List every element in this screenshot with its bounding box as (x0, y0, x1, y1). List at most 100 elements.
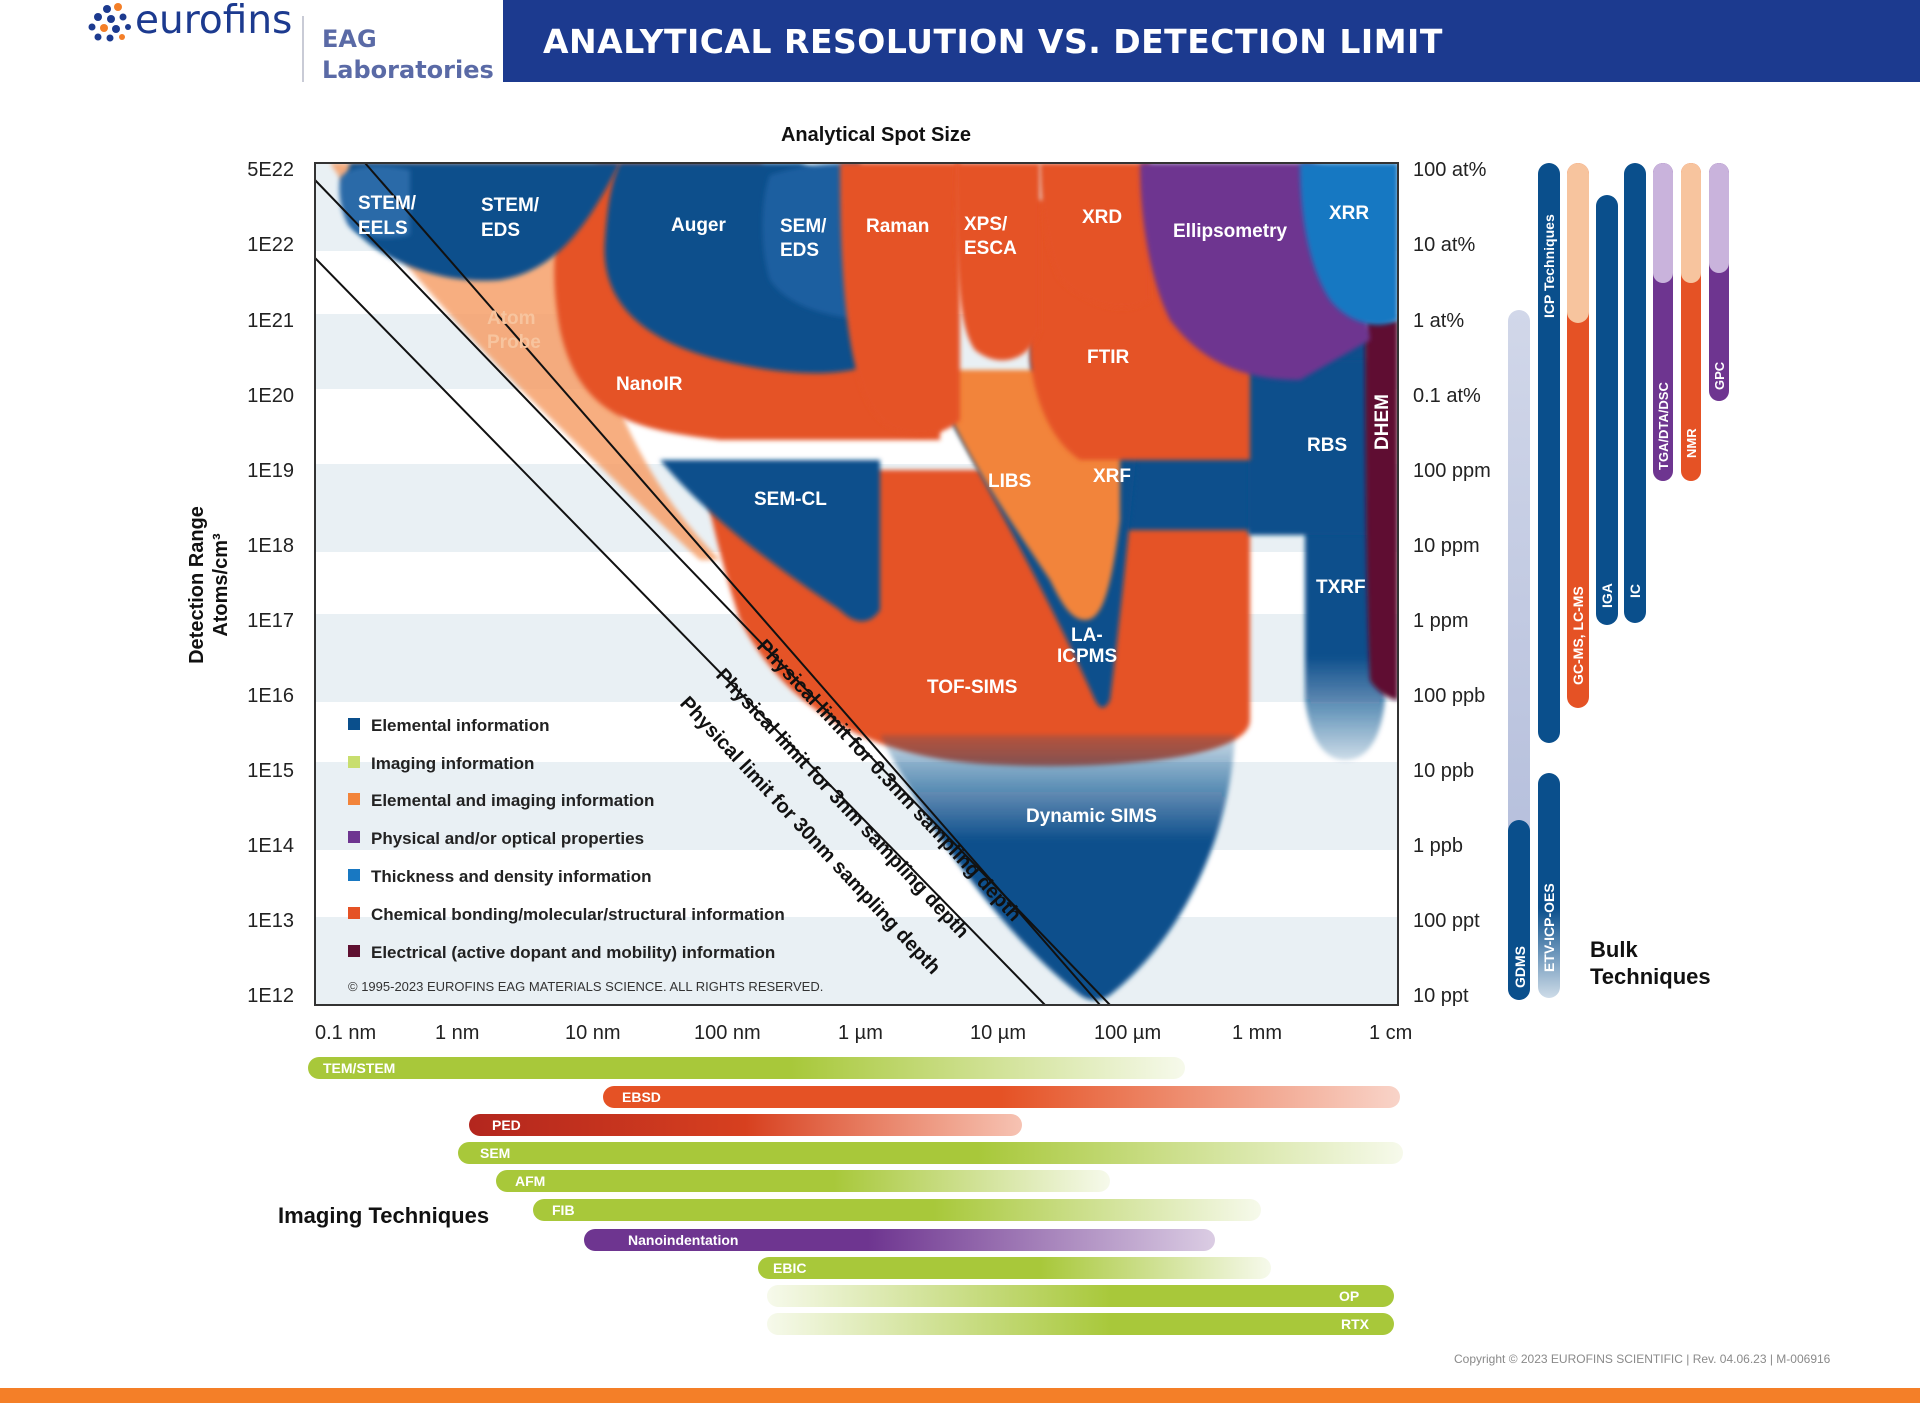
region-rbs (1248, 360, 1370, 535)
imaging-bar-afm (496, 1170, 1110, 1192)
bottom-strip (0, 1388, 1920, 1403)
label-auger: Auger (671, 215, 727, 236)
region-stem-eels (339, 166, 410, 238)
bulk-techniques: GDMS ICP Techniques ETV-ICP-OES GC-MS, L… (1508, 163, 1729, 1000)
chart-copyright: © 1995-2023 EUROFINS EAG MATERIALS SCIEN… (348, 979, 823, 994)
label-libs: LIBS (988, 471, 1031, 492)
imaging-bar-ped (469, 1114, 1022, 1136)
legend-item-elemental: Elemental information (371, 716, 550, 735)
y-ticks-right: 100 at% 10 at% 1 at% 0.1 at% 100 ppm 10 … (1413, 159, 1491, 1007)
bulk-title-1: Bulk (1590, 937, 1638, 962)
imaging-bar-sem (458, 1142, 1403, 1164)
bulk-bar-etv (1538, 773, 1560, 998)
label-xrr: XRR (1329, 203, 1369, 224)
bulk-bar-gcms-fade (1567, 163, 1589, 323)
y-ticks-left: 5E22 1E22 1E21 1E20 1E19 1E18 1E17 1E16 … (247, 159, 294, 1007)
label-atom-probe-2: Probe (487, 332, 541, 353)
bulk-bar-gdms-strong (1508, 820, 1530, 1000)
limit-line-0-3nm (315, 179, 1111, 1005)
logo-text: eurofins (135, 0, 293, 43)
x-tick-4: 100 nm (694, 1022, 761, 1044)
bulk-label-ic: IC (1627, 584, 1643, 598)
bulk-label-gpc: GPC (1712, 361, 1727, 390)
y-tick-left-9: 1E15 (247, 760, 294, 782)
label-sem-cl: SEM-CL (754, 489, 827, 510)
bulk-label-nmr: NMR (1684, 428, 1699, 458)
limit-line-30nm (364, 163, 1101, 1005)
x-tick-5: 1 µm (838, 1022, 883, 1044)
y-tick-left-6: 1E18 (247, 535, 294, 557)
legend-item-chemical: Chemical bonding/molecular/structural in… (371, 905, 785, 924)
y-tick-right-2: 10 at% (1413, 234, 1475, 256)
label-sem-eds-2: EDS (780, 240, 819, 261)
label-dynamic-sims: Dynamic SIMS (1026, 806, 1157, 827)
bulk-bar-nmr-fade (1681, 163, 1701, 283)
imaging-bar-tem (308, 1057, 1185, 1079)
label-stem-eels-2: EELS (358, 218, 408, 239)
legend-swatch-imaging (348, 756, 360, 768)
region-raman (840, 163, 960, 435)
y-tick-left-5: 1E19 (247, 460, 294, 482)
legend-item-electrical: Electrical (active dopant and mobility) … (371, 943, 775, 962)
bulk-bar-gpc-fade (1709, 163, 1729, 273)
bulk-bar-iga (1596, 195, 1618, 625)
header-band (503, 0, 1920, 82)
legend-item-physical: Physical and/or optical properties (371, 829, 644, 848)
footer-copyright: Copyright © 2023 EUROFINS SCIENTIFIC | R… (1454, 1352, 1831, 1366)
imaging-label-op: OP (1339, 1288, 1359, 1304)
legend-swatch-electrical (348, 945, 360, 957)
y-tick-right-6: 10 ppm (1413, 535, 1480, 557)
region-sem-cl (660, 460, 880, 622)
label-ellipsometry: Ellipsometry (1173, 221, 1287, 242)
y-tick-right-5: 100 ppm (1413, 460, 1491, 482)
y-tick-right-8: 100 ppb (1413, 685, 1485, 707)
y-tick-left-2: 1E22 (247, 234, 294, 256)
y-tick-right-1: 100 at% (1413, 159, 1487, 181)
eurofins-dots-icon (88, 3, 131, 42)
x-tick-2: 1 nm (435, 1022, 479, 1044)
label-atom-probe-1: Atom (487, 308, 536, 329)
region-xrr (1300, 163, 1398, 325)
logo-sub-labs: Laboratories (322, 56, 494, 84)
chart-title: Analytical Spot Size (781, 124, 971, 146)
label-stem-eels-1: STEM/ (358, 193, 417, 214)
imaging-label-ped: PED (492, 1117, 521, 1133)
y-axis-label-line1: Detection Range (186, 506, 208, 664)
y-tick-left-10: 1E14 (247, 835, 294, 857)
label-xps-1: XPS/ (964, 214, 1008, 235)
bulk-bar-ic (1624, 163, 1646, 623)
imaging-bar-op (767, 1285, 1394, 1307)
y-tick-right-10: 1 ppb (1413, 835, 1463, 857)
imaging-bar-ebic (758, 1257, 1271, 1279)
y-tick-left-3: 1E21 (247, 310, 294, 332)
legend-swatch-chemical (348, 907, 360, 919)
bulk-label-gcms: GC-MS, LC-MS (1570, 586, 1586, 685)
y-tick-right-7: 1 ppm (1413, 610, 1469, 632)
limit-lines (315, 163, 1111, 1005)
imaging-label-ebsd: EBSD (622, 1089, 661, 1105)
legend-swatch-elemental (348, 718, 360, 730)
page-title: ANALYTICAL RESOLUTION VS. DETECTION LIMI… (543, 22, 1443, 61)
imaging-bar-fib (533, 1199, 1261, 1221)
y-tick-right-11: 100 ppt (1413, 910, 1480, 932)
label-xps-2: ESCA (964, 238, 1017, 259)
y-tick-left-4: 1E20 (247, 385, 294, 407)
imaging-label-nanoindentation: Nanoindentation (628, 1232, 738, 1248)
bulk-title-2: Techniques (1590, 964, 1711, 989)
region-txrf (1305, 500, 1385, 760)
label-stem-eds-2: EDS (481, 220, 520, 241)
region-stem-eds (346, 163, 620, 281)
plot-frame (314, 162, 1399, 1006)
imaging-title: Imaging Techniques (278, 1203, 489, 1228)
region-xps (955, 163, 1040, 361)
bulk-label-gdms: GDMS (1512, 946, 1528, 988)
bulk-label-etv: ETV-ICP-OES (1541, 883, 1557, 972)
x-ticks: 0.1 nm 1 nm 10 nm 100 nm 1 µm 10 µm 100 … (315, 1022, 1412, 1044)
logo-subtitle: EAG Laboratories (322, 24, 494, 86)
label-sem-eds-1: SEM/ (780, 216, 827, 237)
limit-line-3nm (315, 257, 1046, 1005)
eurofins-logo: eurofins EAG Laboratories (85, 0, 505, 88)
x-tick-8: 1 mm (1232, 1022, 1282, 1044)
bulk-bar-icp (1538, 163, 1560, 743)
